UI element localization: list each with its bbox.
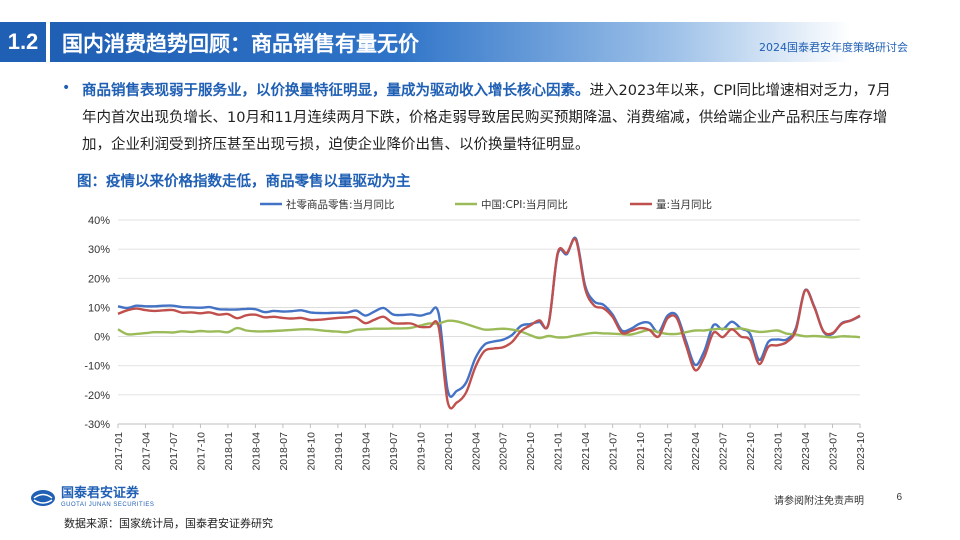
x-tick-label: 2022-04: [690, 432, 702, 471]
x-tick-label: 2022-07: [718, 432, 730, 471]
legend-label: 社零商品零售:当月同比: [286, 198, 395, 211]
figure-title: 图：疫情以来价格指数走低，商品零售以量驱动为主: [77, 174, 411, 190]
globe-logo-icon: [31, 490, 55, 506]
series-line: [117, 237, 861, 410]
x-tick-label: 2018-10: [305, 432, 317, 471]
page-number: 6: [896, 492, 902, 503]
highlight-text: 商品销售表现弱于服务业，以价换量特征明显，量成为驱动收入增长核心因素。: [82, 83, 590, 99]
x-tick-label: 2018-04: [250, 432, 262, 471]
x-tick-label: 2019-10: [415, 432, 427, 471]
y-tick-label: 30%: [88, 244, 110, 256]
y-tick-label: -30%: [84, 419, 110, 431]
x-tick-label: 2020-10: [525, 432, 537, 471]
x-tick-label: 2017-01: [113, 432, 125, 471]
x-tick-label: 2021-04: [580, 432, 592, 471]
x-tick-label: 2020-07: [498, 432, 510, 471]
body-paragraph: 商品销售表现弱于服务业，以价换量特征明显，量成为驱动收入增长核心因素。进入202…: [82, 78, 902, 159]
line-chart: 40% 30% 20% 10% 0% -10% -20% -30%2017-01 2017-04…: [84, 198, 867, 471]
section-number: 1.2: [0, 22, 46, 62]
y-tick-label: 40%: [88, 215, 110, 227]
x-tick-label: 2017-07: [168, 432, 180, 471]
x-tick-label: 2022-01: [663, 432, 675, 471]
page-title: 国内消费趋势回顾：商品销售有量无价: [62, 32, 419, 56]
x-tick-label: 2017-10: [195, 432, 207, 471]
x-tick-label: 2019-01: [333, 432, 345, 471]
x-tick-label: 2017-04: [140, 432, 152, 471]
x-tick-label: 2023-07: [828, 432, 840, 471]
x-tick-label: 2020-04: [470, 432, 482, 471]
y-tick-label: 0%: [94, 332, 110, 344]
data-source: 数据来源：国家统计局，国泰君安证券研究: [64, 517, 273, 530]
x-tick-label: 2018-07: [278, 432, 290, 471]
x-tick-label: 2021-07: [608, 432, 620, 471]
y-tick-label: 10%: [88, 302, 110, 314]
y-tick-label: 20%: [88, 273, 110, 285]
company-logo: 国泰君安证券 GUOTAI JUNAN SECURITIES: [30, 487, 154, 509]
disclaimer-note: 请参阅附注免责声明: [774, 496, 864, 507]
x-tick-label: 2023-10: [855, 432, 867, 471]
conference-name: 2024国泰君安年度策略研讨会: [759, 41, 908, 54]
x-tick-label: 2021-10: [635, 432, 647, 471]
legend-label: 量:当月同比: [656, 198, 712, 211]
logo-chinese-name: 国泰君安证券: [61, 486, 140, 501]
legend-label: 中国:CPI:当月同比: [481, 198, 568, 211]
x-tick-label: 2020-01: [443, 432, 455, 471]
x-tick-label: 2022-10: [745, 432, 757, 471]
bullet-marker: •: [62, 80, 71, 96]
x-tick-label: 2019-07: [388, 432, 400, 471]
logo-english-name: GUOTAI JUNAN SECURITIES: [61, 502, 155, 508]
x-tick-label: 2018-01: [223, 432, 235, 471]
series-line: [117, 236, 861, 399]
body-text: 进入2023年以来，CPI同比增速相对乏力，7月年内首次出现负增长、10月和11…: [82, 83, 891, 153]
x-tick-label: 2023-01: [773, 432, 785, 471]
x-tick-label: 2023-04: [800, 432, 812, 471]
y-tick-label: -10%: [84, 361, 110, 373]
y-tick-label: -20%: [84, 390, 110, 402]
x-tick-label: 2019-04: [360, 432, 372, 471]
title-bar: [50, 22, 960, 62]
series-line: [117, 319, 861, 340]
x-tick-label: 2021-01: [553, 432, 565, 471]
